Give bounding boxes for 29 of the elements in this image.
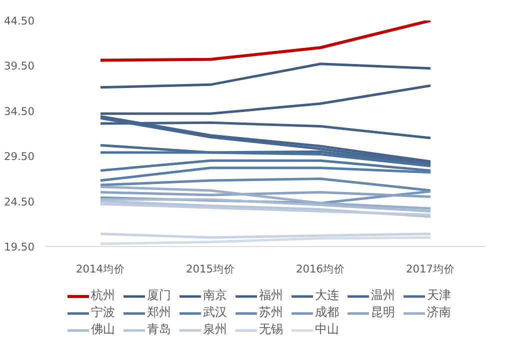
legend-label: 温州 (371, 287, 396, 304)
legend-label: 济南 (427, 304, 452, 321)
y-tick-label: 34.50 (4, 104, 35, 118)
y-tick-label: 44.50 (4, 14, 35, 28)
legend-label: 苏州 (259, 304, 284, 321)
y-tick-label: 39.50 (4, 60, 35, 73)
y-tick-label: 24.50 (4, 195, 35, 208)
legend-label: 郑州 (147, 304, 172, 321)
x-tick-label: 2014均价 (76, 262, 126, 276)
x-tick-label: 2016均价 (296, 262, 346, 276)
legend-label: 宁波 (91, 304, 116, 321)
legend-label: 佛山 (91, 321, 116, 338)
legend-label: 昆明 (371, 304, 396, 321)
legend-label: 南京 (203, 287, 228, 304)
legend-label: 成都 (315, 304, 340, 321)
legend-label: 无锡 (259, 321, 284, 338)
legend-label: 大连 (315, 287, 340, 304)
legend-label: 杭州 (91, 287, 116, 304)
x-tick-label: 2015均价 (186, 262, 236, 276)
legend-label: 福州 (259, 287, 284, 304)
legend-label: 武汉 (203, 304, 228, 321)
legend-label: 中山 (315, 321, 340, 338)
y-tick-label: 29.50 (4, 150, 35, 164)
legend-label: 天津 (427, 287, 452, 304)
legend-label: 厦门 (147, 287, 172, 304)
legend-label: 泉州 (203, 321, 228, 338)
x-tick-label: 2017均价 (406, 262, 456, 276)
legend-label: 青岛 (147, 321, 172, 338)
y-tick-label: 19.50 (4, 240, 35, 254)
